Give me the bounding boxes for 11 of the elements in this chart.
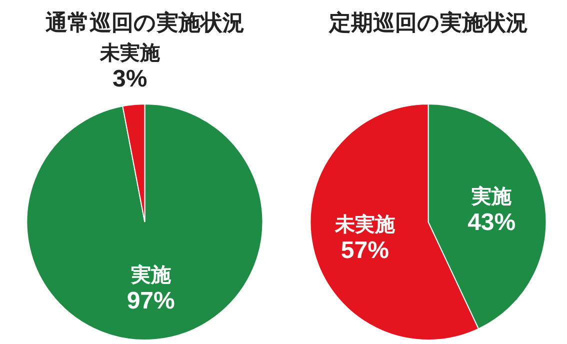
data-label: 57% (340, 237, 389, 264)
chart-title: 通常巡回の実施状況 (44, 10, 244, 35)
slice-label: 未実施 (334, 213, 395, 236)
slice-label: 実施 (470, 184, 512, 208)
chart-title: 定期巡回の実施状況 (328, 10, 528, 35)
data-label: 3% (112, 66, 148, 93)
data-label: 97% (126, 288, 175, 315)
slice-label: 未実施 (98, 42, 160, 65)
slice-label: 実施 (130, 264, 171, 287)
data-label: 43% (468, 208, 516, 236)
pie-slice (26, 104, 264, 340)
